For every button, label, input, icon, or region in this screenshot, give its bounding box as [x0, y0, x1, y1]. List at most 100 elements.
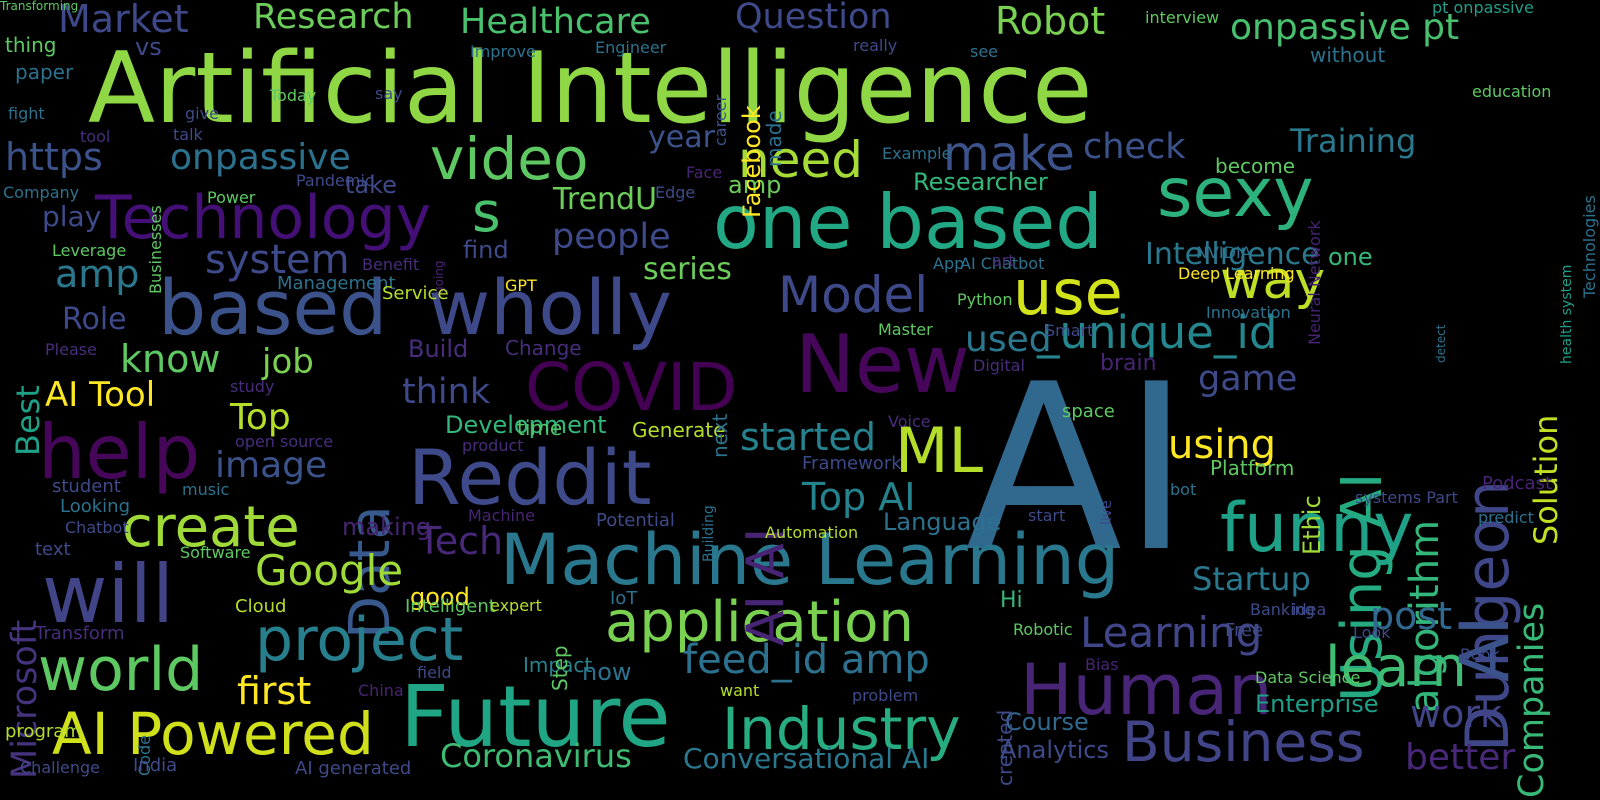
word-good: good	[410, 583, 470, 611]
word-business: Business	[1122, 710, 1365, 774]
word-career: career	[711, 94, 730, 146]
word-ai: AI	[965, 336, 1191, 603]
word-transforming: Transforming	[0, 0, 79, 13]
word-started: started	[740, 415, 877, 459]
word-series: series	[643, 252, 732, 287]
word-interview: interview	[1145, 8, 1220, 27]
word-model: Model	[778, 266, 929, 324]
word-podcast: Podcast	[1482, 473, 1553, 494]
word-technology: Technology	[95, 183, 432, 253]
word-video: video	[430, 125, 589, 193]
word-research: Research	[253, 0, 414, 37]
word-step: Step	[548, 645, 572, 691]
word-management: Management	[277, 273, 396, 294]
word-open-source: open source	[235, 432, 334, 451]
word-https: https	[5, 135, 103, 179]
word-based: based	[158, 263, 388, 352]
word-year: year	[648, 120, 715, 155]
word-python: Python	[957, 290, 1013, 309]
word-banking: Banking	[1250, 600, 1315, 619]
word-app: App	[933, 254, 965, 273]
word-building: Building	[701, 505, 717, 562]
word-development: Development	[445, 411, 607, 439]
word-fight: fight	[8, 104, 45, 123]
word-nvidia: NVIDIA	[1196, 243, 1252, 262]
word-trendu: TrendU	[553, 182, 658, 217]
word-leverage: Leverage	[52, 241, 127, 260]
word-role: Role	[62, 302, 127, 337]
word-field: field	[417, 663, 452, 682]
word-really: really	[853, 36, 898, 55]
word-live: live	[1099, 500, 1115, 525]
word-better: better	[1405, 737, 1516, 778]
word-thing: thing	[5, 33, 57, 57]
word-data-science: Data Science	[1255, 668, 1361, 687]
word-ai-chatbot: AI Chatbot	[960, 254, 1045, 273]
word-making: making	[342, 513, 432, 541]
word-businesses: Businesses	[146, 205, 165, 294]
word-paper: paper	[15, 60, 74, 84]
word-created: created	[993, 709, 1017, 786]
word-top: Top	[230, 397, 291, 438]
word-now: now	[582, 658, 632, 686]
word-study: study	[230, 377, 275, 396]
word-face: Face	[686, 163, 723, 182]
word-predict: predict	[1478, 508, 1534, 527]
word-create: create	[122, 495, 300, 560]
word-think: think	[402, 372, 491, 412]
word-without: without	[1310, 43, 1386, 67]
word-one: one	[1328, 243, 1373, 271]
word-made: made	[762, 110, 786, 167]
word-question: Question	[735, 0, 892, 37]
word-market: Market	[58, 0, 189, 41]
word-systems-part: systems Part	[1355, 488, 1458, 507]
word-book: Book	[1460, 645, 1500, 664]
word-best: Best	[9, 385, 47, 456]
word-find: find	[463, 236, 509, 264]
word-feed-id-amp: feed_id amp	[683, 637, 930, 683]
word-using: using	[1168, 422, 1277, 468]
word-see: see	[970, 42, 999, 61]
word-iot: IoT	[610, 588, 638, 609]
word-learning: Learning	[1080, 608, 1263, 657]
word-voice: Voice	[888, 412, 931, 431]
word-ethic: Ethic	[1298, 495, 1326, 555]
word-world: world	[38, 635, 204, 705]
word-say: say	[375, 84, 403, 103]
word-please: Please	[45, 340, 97, 359]
word-bot: bot	[1170, 480, 1197, 499]
word-company: Company	[3, 183, 80, 202]
word-work: work	[1410, 692, 1502, 736]
word-system: system	[205, 237, 350, 283]
word-product: product	[462, 436, 524, 455]
word-chatbot: Chatbot	[65, 518, 129, 537]
word-platform: Platform	[1210, 456, 1295, 480]
word-brain: brain	[1100, 351, 1157, 376]
word-ml: ML	[895, 414, 984, 487]
word-expert: expert	[490, 596, 542, 615]
word-deep-learning: Deep Learning	[1178, 264, 1295, 283]
word-automation: Automation	[765, 523, 859, 542]
word-new: New	[795, 318, 970, 411]
word-unique-id: _unique_id	[1037, 306, 1278, 359]
word-looking: Looking	[60, 496, 130, 517]
word-idea: idea	[1292, 600, 1327, 619]
word-intelligent: Intelligent	[405, 596, 496, 617]
word-project: project	[255, 605, 464, 675]
word-post: post	[1370, 594, 1453, 638]
word-language: Language	[883, 508, 1002, 536]
word-used: used	[965, 319, 1052, 360]
word-play: play	[42, 200, 102, 233]
word-software: Software	[180, 543, 251, 562]
word-artificial-intelligence: Artificial Intelligence	[88, 32, 1093, 146]
word-impact: Impact	[523, 653, 593, 677]
word-become: become	[1215, 154, 1296, 178]
word-use: use	[1013, 256, 1123, 329]
word-reddit: Reddit	[408, 433, 652, 522]
word-training: Training	[1290, 122, 1417, 160]
word-next: next	[708, 413, 732, 458]
word-neural-network: Neural Network	[1305, 220, 1324, 345]
word-tool: tool	[80, 127, 111, 146]
word-detect: detect	[1434, 324, 1448, 363]
word-pandemic: Pandemic	[296, 171, 374, 190]
